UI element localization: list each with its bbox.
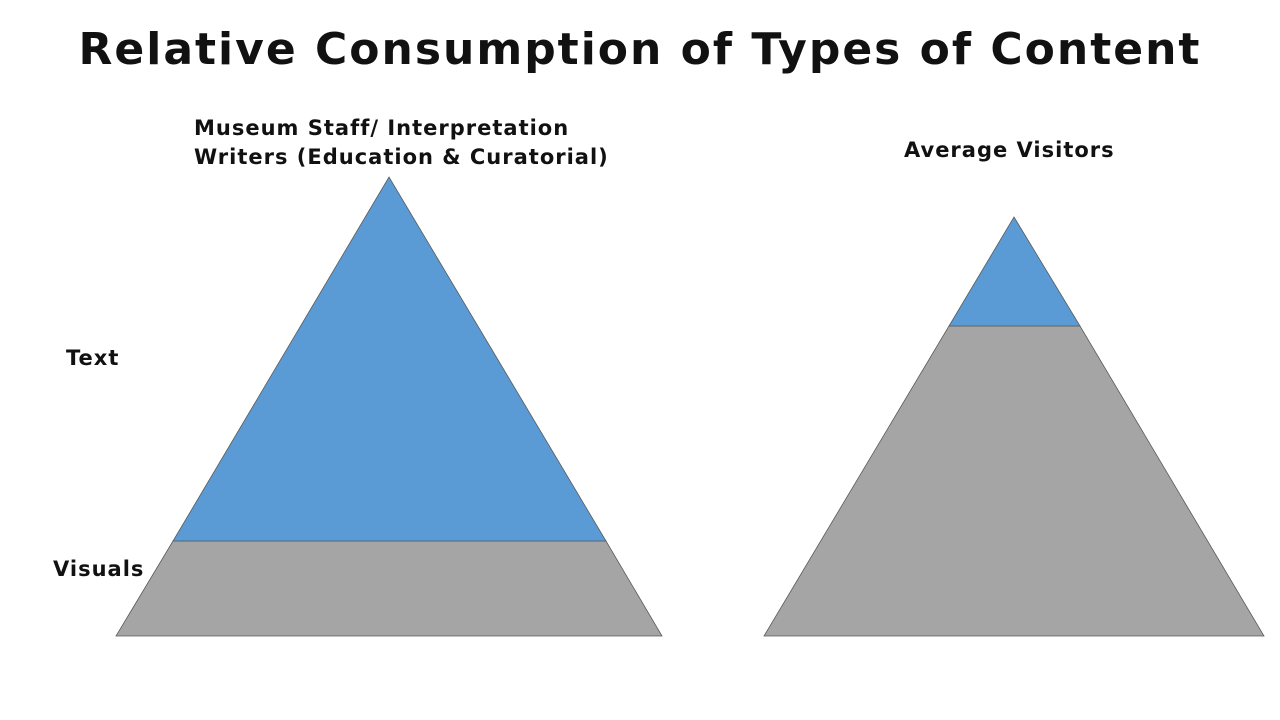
staff-text-segment [172,176,607,542]
staff-heading-line-2: Writers (Education & Curatorial) [194,145,609,169]
visitors-visuals-segment [763,325,1265,637]
visitors-text-segment [948,216,1081,327]
text-row-label: Text [66,346,120,370]
slide-title: Relative Consumption of Types of Content [78,24,1202,75]
visitors-pyramid [763,216,1265,637]
staff-pyramid-heading: Museum Staff/ Interpretation Writers (Ed… [194,114,609,172]
staff-visuals-segment [115,540,663,637]
visitors-pyramid-heading: Average Visitors [904,138,1115,162]
visuals-row-label: Visuals [53,557,145,581]
staff-pyramid [115,176,663,637]
staff-heading-line-1: Museum Staff/ Interpretation [194,116,570,140]
